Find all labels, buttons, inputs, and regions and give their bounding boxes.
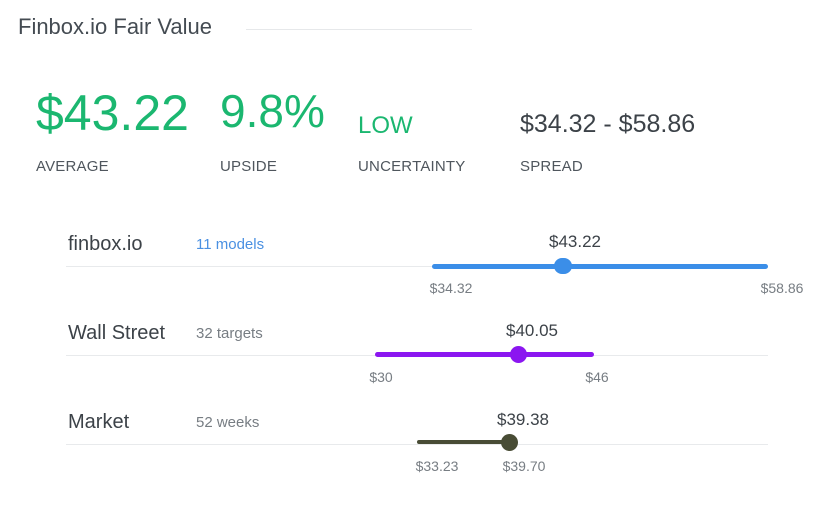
range-bar [375, 352, 594, 357]
value-marker [501, 434, 518, 451]
value-label: $40.05 [506, 321, 558, 340]
range-bar [417, 440, 511, 444]
low-tick-label: $30 [369, 369, 393, 385]
row-name: Wall Street [68, 322, 166, 344]
header-divider [246, 29, 472, 30]
high-tick-label: $39.70 [502, 458, 546, 474]
high-tick-label: $58.86 [760, 280, 804, 296]
average-value: $43.22 [36, 85, 189, 141]
uncertainty-value: LOW [358, 112, 413, 139]
range-bar [432, 264, 768, 269]
valuation-row-market: Market 52 weeks $39.38 $33.23 $39.70 [0, 400, 840, 490]
low-tick-label: $34.32 [429, 280, 473, 296]
low-tick-label: $33.23 [415, 458, 459, 474]
spread-value: $34.32 - $58.86 [520, 110, 696, 138]
value-marker [554, 258, 572, 274]
row-name: finbox.io [68, 233, 143, 255]
average-label: AVERAGE [36, 158, 109, 175]
high-tick-label: $46 [585, 369, 609, 385]
spread-label: SPREAD [520, 158, 583, 175]
models-link[interactable]: 11 models [196, 236, 265, 253]
value-marker [510, 346, 527, 363]
row-name: Market [68, 411, 130, 433]
targets-count: 32 targets [196, 325, 263, 342]
period-label: 52 weeks [196, 414, 260, 431]
uncertainty-label: UNCERTAINTY [358, 158, 466, 175]
upside-value: 9.8% [220, 85, 325, 137]
value-label: $43.22 [549, 232, 601, 251]
row-divider [66, 444, 768, 445]
upside-label: UPSIDE [220, 158, 278, 175]
valuation-row-wall-street: Wall Street 32 targets $40.05 $30 $46 [0, 311, 840, 401]
header-title: Finbox.io Fair Value [18, 14, 213, 39]
valuation-row-finbox: finbox.io 11 models $43.22 $34.32 $58.86 [0, 222, 840, 312]
row-divider [66, 266, 768, 267]
value-label: $39.38 [497, 410, 549, 429]
